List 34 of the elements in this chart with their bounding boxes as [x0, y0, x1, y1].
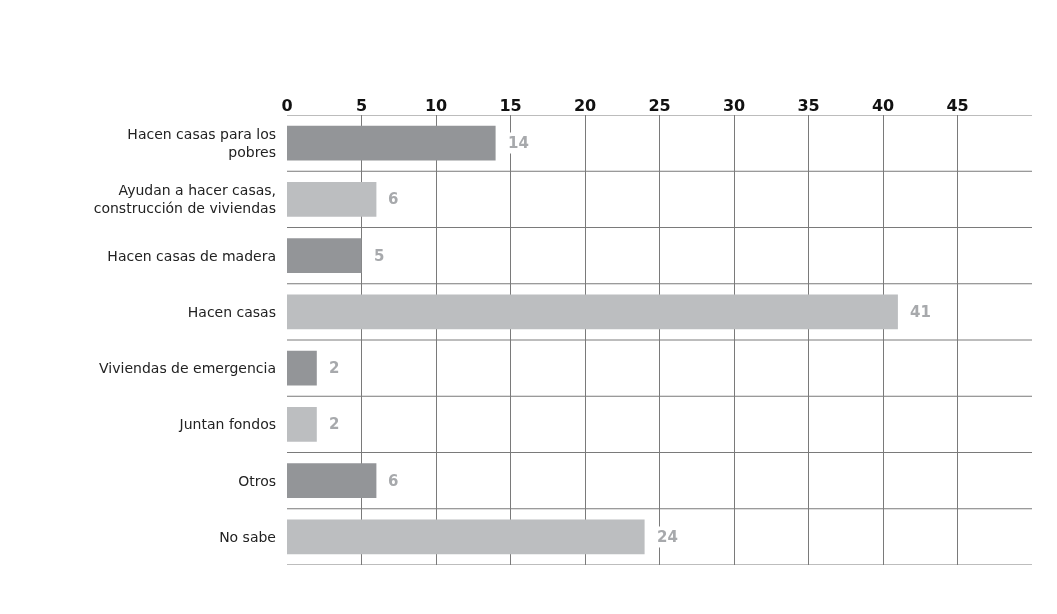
bar: [287, 406, 317, 442]
x-tick-label: 25: [648, 95, 671, 115]
y-tick-label: Otros: [238, 472, 276, 489]
bar: [287, 463, 377, 499]
x-tick-label: 10: [424, 95, 448, 115]
x-tick-label: 0: [281, 95, 293, 115]
data-label: 6: [388, 190, 399, 208]
x-tick-label: 15: [499, 95, 522, 115]
x-tick-label: 30: [722, 95, 746, 115]
x-tick-label: 5: [355, 95, 368, 115]
bar: [287, 294, 898, 330]
y-tick-label: Ayudan a hacer casas, construcción de viviendas: [93, 182, 276, 217]
bar: [287, 519, 645, 555]
data-label: 14: [508, 134, 529, 152]
data-label: 41: [910, 303, 931, 321]
x-tick-label: 40: [871, 95, 895, 115]
y-tick-label: Hacen casas para los pobres: [127, 125, 276, 161]
bar: [287, 125, 496, 161]
y-tick-label: Viviendas de emergencia: [99, 360, 276, 377]
x-tick-label: 35: [797, 95, 820, 115]
data-label: 5: [374, 247, 385, 265]
x-tick-label: 20: [573, 95, 597, 115]
x-tick-label: 45: [946, 95, 969, 115]
bar: [287, 350, 317, 386]
bar: [287, 238, 362, 274]
y-tick-label: Hacen casas de madera: [107, 247, 276, 264]
y-tick-label: No sabe: [219, 528, 276, 545]
data-label: 24: [657, 528, 678, 546]
data-label: 2: [329, 359, 340, 377]
data-label: 2: [329, 415, 340, 433]
data-label: 6: [388, 472, 399, 490]
y-tick-label: Juntan fondos: [178, 416, 276, 433]
bar: [287, 181, 377, 217]
y-tick-label: Hacen casas: [187, 303, 276, 320]
